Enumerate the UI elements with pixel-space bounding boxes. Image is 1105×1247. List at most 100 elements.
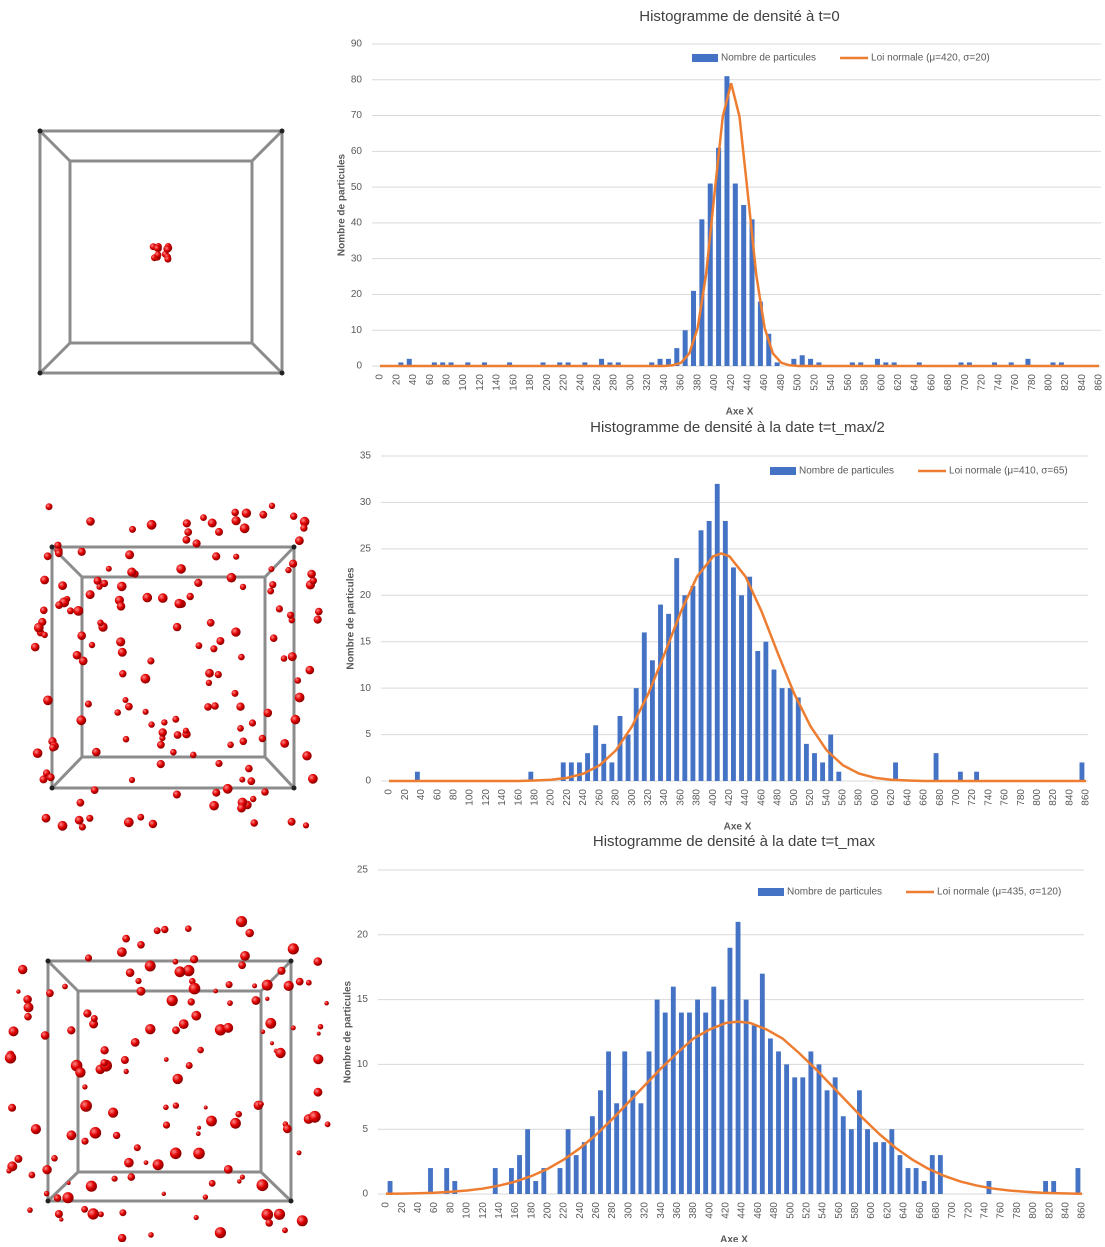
x-tick-label: 640: [910, 374, 921, 391]
bar: [858, 362, 864, 366]
particle: [16, 989, 21, 994]
x-tick-label: 820: [1060, 374, 1071, 391]
particle: [122, 735, 130, 743]
bar: [448, 362, 454, 366]
bar: [792, 1077, 798, 1194]
x-tick-label: 480: [773, 789, 784, 806]
x-tick-label: 540: [826, 374, 837, 391]
particle: [190, 751, 197, 759]
particle: [98, 1211, 104, 1218]
x-tick-label: 60: [425, 374, 436, 386]
particle: [289, 559, 298, 568]
particle: [172, 1102, 180, 1109]
particle: [84, 954, 93, 962]
x-tick-label: 40: [416, 789, 427, 801]
bar: [958, 362, 964, 366]
particle: [45, 503, 53, 511]
bar: [565, 1129, 571, 1194]
box-edge: [38, 129, 72, 163]
bar: [735, 921, 741, 1194]
bar: [657, 358, 663, 366]
particle: [43, 1190, 50, 1197]
particle: [30, 1124, 41, 1135]
bar: [577, 762, 582, 781]
particle: [248, 719, 257, 727]
box-corner: [49, 544, 55, 550]
bar: [641, 632, 647, 781]
particle: [105, 565, 112, 572]
x-tick-label: 520: [801, 1202, 812, 1219]
x-tick-label: 780: [1016, 789, 1027, 806]
bar: [622, 1051, 628, 1194]
particle: [277, 966, 286, 975]
particle: [287, 817, 296, 826]
particle: [183, 964, 195, 977]
x-tick-label: 640: [902, 789, 913, 806]
x-tick-label: 180: [525, 374, 536, 391]
x-tick-label: 480: [769, 1202, 780, 1219]
particle: [90, 786, 99, 794]
x-tick-label: 840: [1077, 374, 1088, 391]
x-tick-label: 260: [594, 789, 605, 806]
particle: [239, 737, 248, 746]
particle: [193, 1214, 199, 1221]
bar: [517, 1155, 522, 1194]
bar: [695, 999, 701, 1194]
particle: [142, 708, 149, 715]
bar: [682, 595, 688, 781]
particle: [76, 798, 85, 807]
particle: [273, 1208, 286, 1220]
particle: [24, 1012, 32, 1021]
particle: [156, 760, 165, 769]
particle: [161, 925, 169, 934]
y-tick-label: 0: [356, 361, 362, 372]
particle: [41, 631, 48, 639]
particle: [145, 1023, 156, 1035]
particle: [41, 813, 51, 823]
bar: [1008, 362, 1014, 366]
x-tick-label: 780: [1027, 374, 1038, 391]
x-tick-label: 660: [919, 789, 930, 806]
particle: [211, 702, 219, 710]
x-tick-label: 140: [492, 374, 503, 391]
x-tick-label: 800: [1043, 374, 1054, 391]
x-tick-label: 120: [475, 374, 486, 391]
bar: [598, 1090, 603, 1194]
particle: [62, 983, 68, 990]
particle: [265, 1219, 274, 1227]
particle: [39, 775, 48, 784]
particle: [8, 1103, 17, 1112]
x-tick-label: 60: [432, 789, 443, 801]
particle: [313, 615, 322, 624]
x-tick-label: 40: [413, 1202, 424, 1214]
bar: [741, 205, 747, 366]
x-tick-label: 540: [821, 789, 832, 806]
x-tick-label: 360: [676, 374, 687, 391]
bar: [593, 725, 599, 781]
bar: [751, 1025, 757, 1194]
bar: [1051, 1181, 1057, 1194]
particle: [119, 670, 127, 678]
bar: [428, 1168, 433, 1194]
x-tick-label: 380: [692, 789, 703, 806]
x-tick-label: 240: [575, 374, 586, 391]
particle: [231, 689, 239, 697]
bar: [509, 1168, 514, 1194]
bar: [573, 1155, 579, 1194]
particle: [164, 245, 172, 253]
particle: [226, 572, 237, 583]
particle: [231, 508, 239, 517]
bar: [649, 362, 655, 366]
particle: [247, 777, 256, 786]
x-tick-label: 260: [592, 374, 603, 391]
particle: [282, 1124, 292, 1134]
particle: [239, 776, 246, 783]
particle: [296, 1215, 308, 1227]
particle: [236, 702, 245, 711]
particle: [88, 641, 96, 649]
bar: [840, 1116, 846, 1194]
legend-label: Loi normale (μ=420, σ=20): [871, 53, 990, 64]
particle: [27, 1207, 33, 1213]
simulation-box: [38, 129, 284, 375]
particle: [174, 598, 184, 609]
